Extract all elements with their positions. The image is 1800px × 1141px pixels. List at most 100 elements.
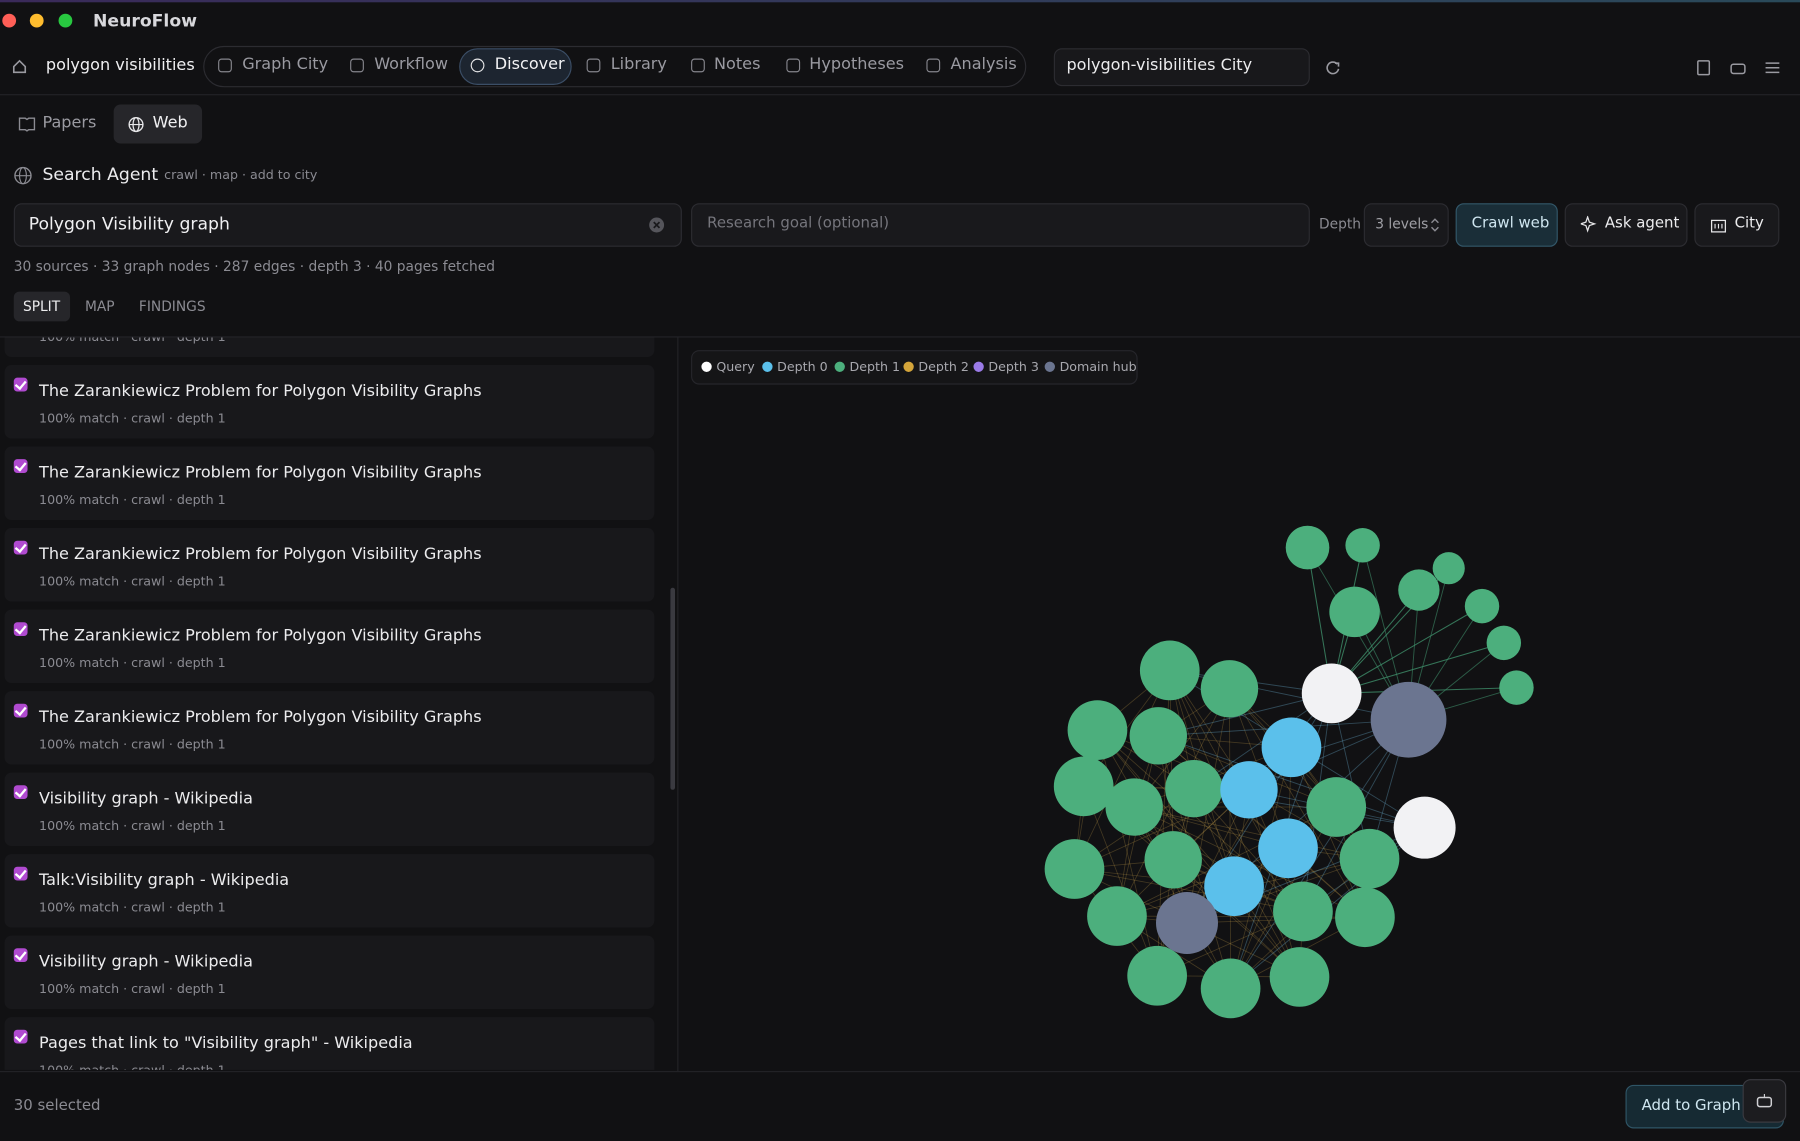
assistant-button[interactable] xyxy=(1742,1079,1787,1123)
graph-node xyxy=(1398,569,1440,611)
nav-tab[interactable]: Graph City xyxy=(242,55,329,74)
select-chevron xyxy=(1431,218,1439,232)
nav-tab[interactable]: Workflow xyxy=(374,55,449,74)
active-view-bg xyxy=(13,291,71,322)
web-icon xyxy=(128,116,144,133)
result-item[interactable]: The Zarankiewicz Problem for Polygon Vis… xyxy=(4,365,655,439)
depth-label: Depth xyxy=(1319,215,1361,232)
checkbox[interactable] xyxy=(13,377,28,392)
result-title: The Zarankiewicz Problem for Polygon Vis… xyxy=(39,382,482,401)
button-label: Ask agent xyxy=(1604,214,1680,232)
depth-select[interactable] xyxy=(1363,203,1449,247)
crawl-button[interactable] xyxy=(1455,203,1558,247)
graph-node xyxy=(1329,586,1380,638)
edge xyxy=(1331,642,1504,694)
globe-icon xyxy=(14,166,32,185)
graph-node xyxy=(1087,886,1147,946)
checkbox[interactable] xyxy=(13,785,28,799)
graph-node xyxy=(1144,831,1202,889)
legend-label: Depth 0 xyxy=(777,359,828,375)
graph-node xyxy=(1139,640,1200,701)
result-meta: 100% match · crawl · depth 1 xyxy=(39,900,226,915)
legend-label: Depth 2 xyxy=(918,359,969,375)
edge xyxy=(1097,729,1235,887)
graph-node xyxy=(1200,660,1259,718)
checkbox[interactable] xyxy=(13,622,28,636)
result-item[interactable]: The Zarankiewicz Problem for Polygon Vis… xyxy=(4,528,655,602)
divider xyxy=(0,94,1800,96)
checkbox[interactable] xyxy=(13,1029,28,1044)
graph-node xyxy=(1204,856,1264,917)
stats: 30 sources · 33 graph nodes · 287 edges … xyxy=(13,258,495,275)
result-item[interactable]: Talk:Visibility graph - Wikipedia 100% ma… xyxy=(4,854,655,928)
source-tab[interactable]: Web xyxy=(152,113,188,133)
export-icon[interactable] xyxy=(1696,60,1712,76)
graph-node xyxy=(1261,717,1322,778)
zoom-button[interactable] xyxy=(58,13,73,28)
tab-icon xyxy=(586,58,601,73)
graph-node xyxy=(1486,625,1522,661)
settings-icon[interactable] xyxy=(1764,60,1780,76)
checkbox[interactable] xyxy=(13,540,28,555)
nav-tab[interactable]: Hypotheses xyxy=(809,55,904,74)
result-item[interactable]: The Zarankiewicz Problem for Polygon Vis… xyxy=(4,609,655,684)
nav-tab[interactable]: Library xyxy=(610,55,667,74)
checkbox[interactable] xyxy=(13,866,28,881)
graph-node xyxy=(1306,777,1367,837)
result-item[interactable]: The Zarankiewicz Problem for Polygon Vis… xyxy=(4,691,655,765)
city-button[interactable] xyxy=(1694,203,1780,247)
result-item[interactable]: Visibility graph - Wikipedia 100% match ·… xyxy=(4,772,655,847)
edge xyxy=(1074,789,1250,870)
result-meta: 100% match · crawl · depth 1 xyxy=(39,818,226,834)
project-name[interactable]: polygon visibilities xyxy=(45,56,195,75)
view-tab[interactable]: MAP xyxy=(84,298,115,315)
refresh-icon[interactable] xyxy=(1325,60,1341,76)
edge xyxy=(1116,847,1289,917)
checkbox[interactable] xyxy=(13,703,28,718)
result-item[interactable]: Pages that link to "Visibility graph" - … xyxy=(4,1017,655,1070)
scrollbar[interactable] xyxy=(670,587,676,790)
tab-icon xyxy=(786,58,801,73)
nav-tab[interactable]: Notes xyxy=(714,55,761,74)
checkbox[interactable] xyxy=(13,459,28,473)
graph-canvas[interactable] xyxy=(678,390,1800,1070)
result-item[interactable]: 100% match · crawl · depth 1 xyxy=(4,337,655,358)
graph-node xyxy=(1220,761,1278,819)
agent-subtitle: crawl · map · add to city xyxy=(164,167,318,183)
city-input[interactable] xyxy=(1053,48,1310,87)
goal-input[interactable] xyxy=(691,203,1310,247)
graph-node xyxy=(1339,828,1400,889)
result-meta: 100% match · crawl · depth 1 xyxy=(39,410,226,426)
result-meta: 100% match · crawl · depth 1 xyxy=(39,736,226,752)
query-input[interactable] xyxy=(13,203,682,247)
edge xyxy=(1229,688,1232,989)
nav-tab[interactable]: Analysis xyxy=(950,55,1017,74)
graph-node xyxy=(1067,700,1128,760)
edge xyxy=(1230,719,1409,989)
result-item[interactable]: Visibility graph - Wikipedia 100% match ·… xyxy=(4,935,655,1010)
city-icon xyxy=(1710,219,1727,233)
view-tab[interactable]: FINDINGS xyxy=(138,298,206,315)
result-title: Pages that link to "Visibility graph" - … xyxy=(39,1034,413,1053)
legend-swatch xyxy=(762,361,773,372)
result-item[interactable]: The Zarankiewicz Problem for Polygon Vis… xyxy=(4,446,655,521)
home-icon[interactable] xyxy=(11,59,27,75)
close-button[interactable] xyxy=(2,13,17,28)
bot-icon[interactable] xyxy=(1730,60,1746,76)
city-name: polygon-visibilities City xyxy=(1066,56,1253,75)
graph-node xyxy=(1393,796,1456,859)
nav-tab[interactable]: Discover xyxy=(494,55,565,74)
divider xyxy=(0,336,1800,338)
active-source-bg xyxy=(113,104,203,144)
checkbox[interactable] xyxy=(13,948,28,962)
source-tab[interactable]: Papers xyxy=(42,113,97,133)
edge xyxy=(1083,786,1158,976)
button-label: City xyxy=(1734,214,1764,232)
clear-icon[interactable] xyxy=(649,217,665,233)
view-tab[interactable]: SPLIT xyxy=(22,298,61,315)
graph-node xyxy=(1258,818,1318,879)
result-title: The Zarankiewicz Problem for Polygon Vis… xyxy=(39,626,482,646)
minimize-button[interactable] xyxy=(29,13,44,28)
tab-icon xyxy=(350,58,364,73)
